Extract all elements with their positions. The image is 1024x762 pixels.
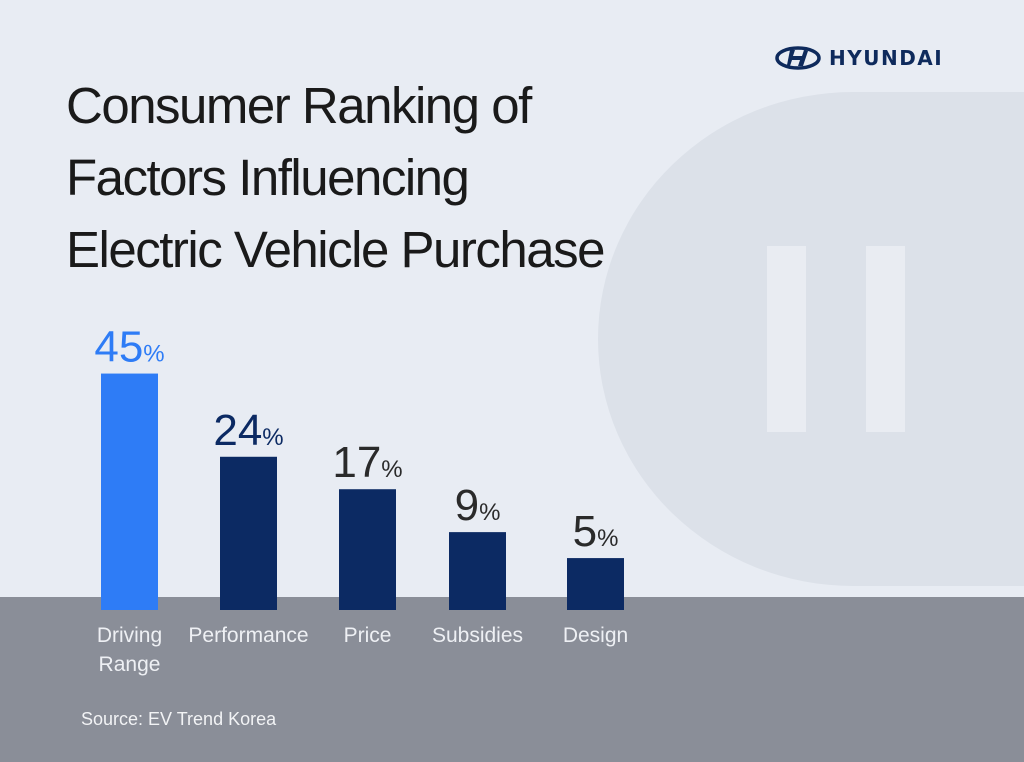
category-label: Driving xyxy=(97,624,162,647)
data-label: 17% xyxy=(332,438,402,487)
hyundai-logo: HYUNDAI xyxy=(775,46,943,70)
category-label: Design xyxy=(563,624,628,647)
hyundai-emblem-icon xyxy=(775,46,821,70)
title-line-3: Electric Vehicle Purchase xyxy=(66,221,605,278)
category-label: Performance xyxy=(188,624,308,647)
data-label: 5% xyxy=(573,507,619,556)
bar xyxy=(220,456,277,610)
data-label: 45% xyxy=(94,323,164,372)
title-line-1: Consumer Ranking of xyxy=(66,77,532,134)
decorative-bar-right xyxy=(866,246,905,432)
data-label: 24% xyxy=(213,406,283,455)
decorative-bar-left xyxy=(767,246,806,432)
brand-name: HYUNDAI xyxy=(829,46,944,70)
source-note: Source: EV Trend Korea xyxy=(81,709,277,729)
footer-band xyxy=(0,597,1024,762)
chart-title: Consumer Ranking of Factors Influencing … xyxy=(66,70,605,286)
data-label: 9% xyxy=(455,481,501,530)
category-label: Price xyxy=(344,624,392,647)
category-label: Range xyxy=(99,653,161,676)
bar xyxy=(449,532,506,610)
bar xyxy=(101,373,158,610)
background-circle xyxy=(598,92,1024,586)
title-line-2: Factors Influencing xyxy=(66,149,470,206)
category-label: Subsidies xyxy=(432,624,523,647)
bar xyxy=(567,558,624,610)
bar xyxy=(339,489,396,610)
